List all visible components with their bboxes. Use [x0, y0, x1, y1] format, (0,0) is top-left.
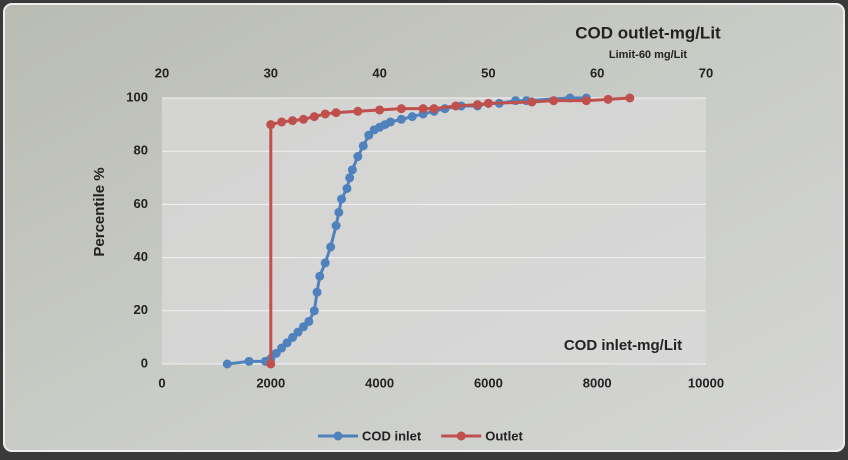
y-tick-label: 40	[134, 249, 148, 264]
y-tick-label: 60	[134, 196, 148, 211]
data-point	[304, 317, 313, 326]
y-tick-label: 20	[134, 302, 148, 317]
data-point	[625, 94, 634, 103]
data-point	[245, 357, 254, 366]
data-point	[430, 104, 439, 113]
x-tick-label: 10000	[688, 375, 724, 390]
y-tick-label: 80	[134, 143, 148, 158]
data-point	[310, 112, 319, 121]
data-point	[473, 100, 482, 109]
data-point	[288, 116, 297, 125]
x-tick-label: 4000	[365, 375, 394, 390]
data-point	[419, 104, 428, 113]
chart-title: COD outlet-mg/Lit	[575, 23, 721, 42]
data-point	[342, 184, 351, 193]
data-point	[408, 112, 417, 121]
data-point	[353, 152, 362, 161]
plot-area	[162, 98, 706, 364]
data-point	[299, 115, 308, 124]
data-point	[326, 242, 335, 251]
x2-tick-label: 50	[481, 65, 495, 80]
x2-tick-label: 30	[264, 65, 278, 80]
data-point	[334, 208, 343, 217]
data-point	[484, 99, 493, 108]
data-point	[321, 109, 330, 118]
data-point	[451, 101, 460, 110]
data-point	[337, 195, 346, 204]
data-point	[353, 107, 362, 116]
legend-marker	[457, 432, 466, 441]
y-axis-label: Percentile %	[91, 167, 108, 256]
data-point	[266, 120, 275, 129]
data-point	[321, 258, 330, 267]
x-tick-label: 6000	[474, 375, 503, 390]
x-tick-label: 8000	[583, 375, 612, 390]
x2-tick-label: 70	[699, 65, 713, 80]
data-point	[397, 115, 406, 124]
data-point	[315, 272, 324, 281]
data-point	[223, 360, 232, 369]
data-point	[359, 141, 368, 150]
data-point	[332, 221, 341, 230]
data-point	[310, 306, 319, 315]
x-axis-label: COD inlet-mg/Lit	[564, 337, 682, 354]
data-point	[266, 360, 275, 369]
data-point	[277, 117, 286, 126]
data-point	[345, 173, 354, 182]
legend-label: COD inlet	[362, 428, 422, 443]
x2-tick-label: 20	[155, 65, 169, 80]
y-tick-label: 100	[126, 89, 148, 104]
data-point	[527, 97, 536, 106]
data-point	[332, 108, 341, 117]
chart: COD outlet-mg/Lit Limit-60 mg/Lit COD in…	[0, 0, 848, 455]
x2-tick-label: 40	[372, 65, 386, 80]
data-point	[582, 96, 591, 105]
x-tick-label: 0	[158, 375, 165, 390]
legend-marker	[334, 432, 343, 441]
y-tick-label: 0	[141, 355, 148, 370]
legend-label: Outlet	[485, 428, 523, 443]
data-point	[549, 96, 558, 105]
data-point	[348, 165, 357, 174]
x-tick-label: 2000	[256, 375, 285, 390]
data-point	[313, 288, 322, 297]
data-point	[375, 105, 384, 114]
x2-tick-label: 60	[590, 65, 604, 80]
chart-subtitle: Limit-60 mg/Lit	[609, 49, 688, 61]
data-point	[386, 117, 395, 126]
data-point	[604, 95, 613, 104]
data-point	[397, 104, 406, 113]
